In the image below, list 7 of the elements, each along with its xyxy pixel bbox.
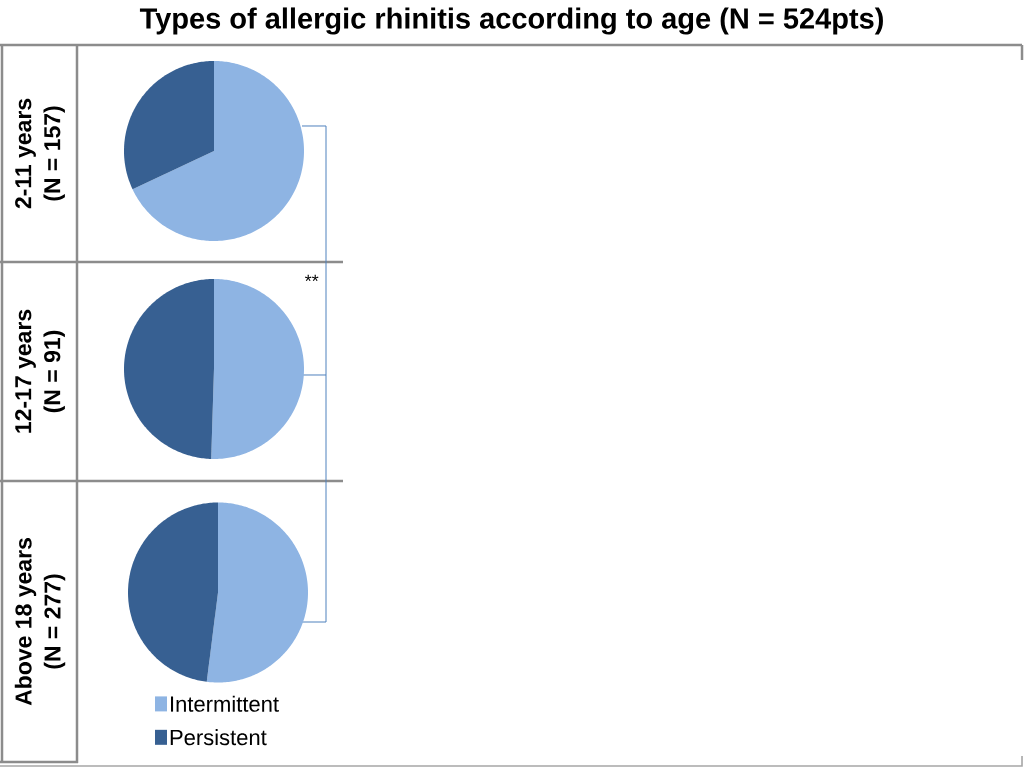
text: Above 18 years (N = 277): [14, 538, 66, 706]
legend-label: Persistent: [170, 729, 267, 746]
text: Types of allergic rhinitis according to age (N = 524pts): [139, 7, 883, 35]
legend-label: Intermittent: [171, 695, 279, 712]
text: 2-11 years (N = 157): [15, 98, 65, 209]
text: 12-17 years (N = 91): [15, 309, 65, 433]
text: **: [305, 274, 319, 282]
